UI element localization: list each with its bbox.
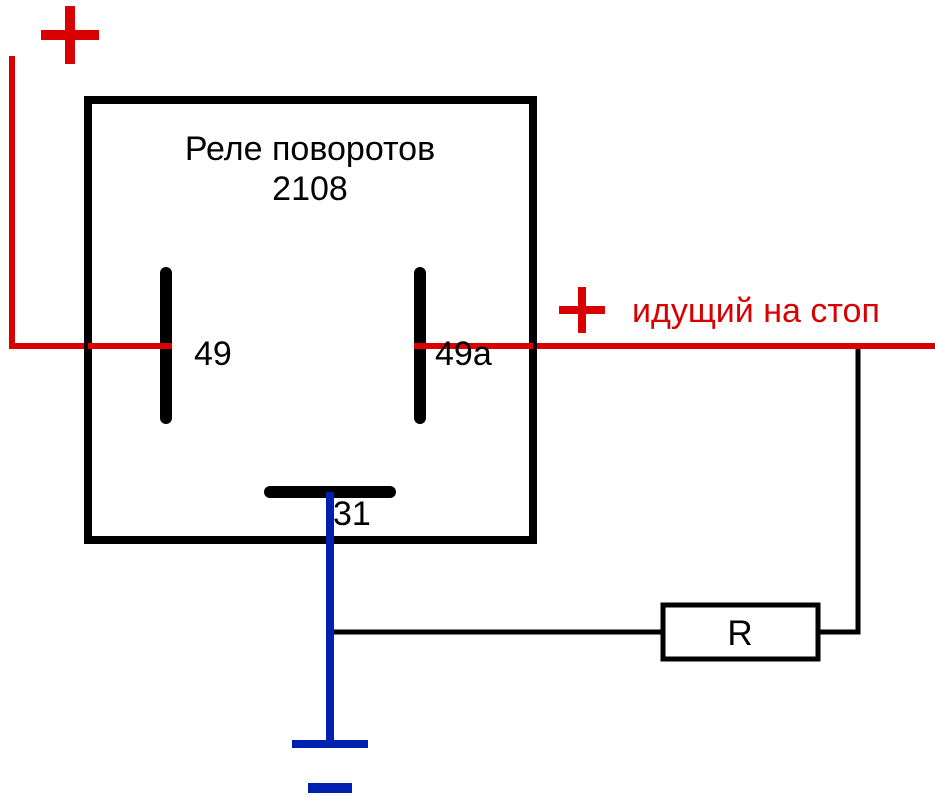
plus-symbol-output [559, 287, 605, 333]
relay-title-line2: 2108 [272, 170, 348, 208]
schematic-diagram: идущий на стоп Реле поворотов 2108 49 49… [0, 0, 935, 801]
label-terminal-49: 49 [194, 335, 232, 373]
label-terminal-31: 31 [333, 495, 371, 533]
relay-title-line1: Реле поворотов [185, 130, 435, 168]
label-terminal-49a: 49a [435, 335, 492, 373]
label-resistor: R [727, 614, 752, 653]
plus-symbol-input [41, 6, 99, 64]
label-to-stop: идущий на стоп [632, 292, 880, 330]
